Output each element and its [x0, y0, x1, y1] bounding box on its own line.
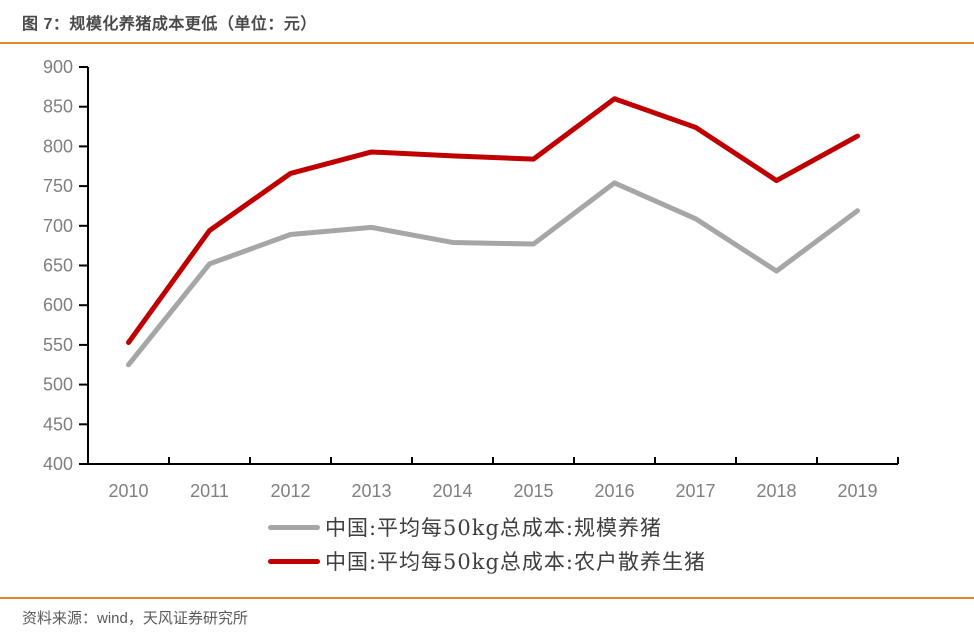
svg-text:2013: 2013 [351, 481, 391, 501]
page-title: 图 7：规模化养猪成本更低（单位：元） [22, 16, 317, 33]
x-axis-ticks [87, 457, 899, 464]
svg-text:400: 400 [43, 454, 73, 474]
svg-text:2015: 2015 [513, 481, 553, 501]
x-axis-labels: 2010 2011 2012 2013 2014 2015 2016 2017 2018 2019 [108, 481, 877, 501]
svg-text:2010: 2010 [108, 481, 148, 501]
svg-text:750: 750 [43, 176, 73, 196]
y-axis-ticks [79, 66, 88, 465]
legend-item-backyard-farming: 中国:平均每50kg总成本:农户散养生猪 [267, 546, 707, 576]
series-line-1 [126, 96, 860, 346]
svg-text:850: 850 [43, 97, 73, 117]
svg-text:2011: 2011 [190, 481, 229, 501]
bottom-accent-rule [0, 597, 974, 599]
svg-text:2017: 2017 [675, 481, 715, 501]
svg-text:500: 500 [43, 375, 73, 395]
svg-text:2014: 2014 [432, 481, 472, 501]
svg-text:2018: 2018 [756, 481, 796, 501]
svg-text:900: 900 [43, 57, 73, 77]
svg-text:2016: 2016 [594, 481, 634, 501]
gray-series-swatch [267, 524, 320, 530]
svg-text:800: 800 [43, 136, 73, 156]
chart-legend: 中国:平均每50kg总成本:规模养猪 中国:平均每50kg总成本:农户散养生猪 [0, 512, 974, 576]
legend-label-scale-farming: 中国:平均每50kg总成本:规模养猪 [324, 516, 663, 540]
red-series-swatch [267, 558, 320, 564]
series-line-0 [126, 180, 860, 368]
legend-label-backyard-farming: 中国:平均每50kg总成本:农户散养生猪 [324, 550, 707, 574]
svg-text:700: 700 [43, 216, 73, 236]
legend-item-scale-farming: 中国:平均每50kg总成本:规模养猪 [267, 512, 663, 542]
legend-items: 中国:平均每50kg总成本:规模养猪 中国:平均每50kg总成本:农户散养生猪 [267, 512, 707, 576]
svg-text:550: 550 [43, 335, 73, 355]
source-text: 资料来源：wind，天风证券研究所 [22, 610, 248, 627]
svg-text:2012: 2012 [270, 481, 310, 501]
svg-text:600: 600 [43, 295, 73, 315]
svg-text:2019: 2019 [837, 481, 877, 501]
svg-text:650: 650 [43, 256, 73, 276]
top-accent-rule [0, 42, 974, 44]
svg-text:450: 450 [43, 414, 73, 434]
y-axis-labels: 400 450 500 550 600 650 700 750 800 850 900 [43, 57, 73, 474]
